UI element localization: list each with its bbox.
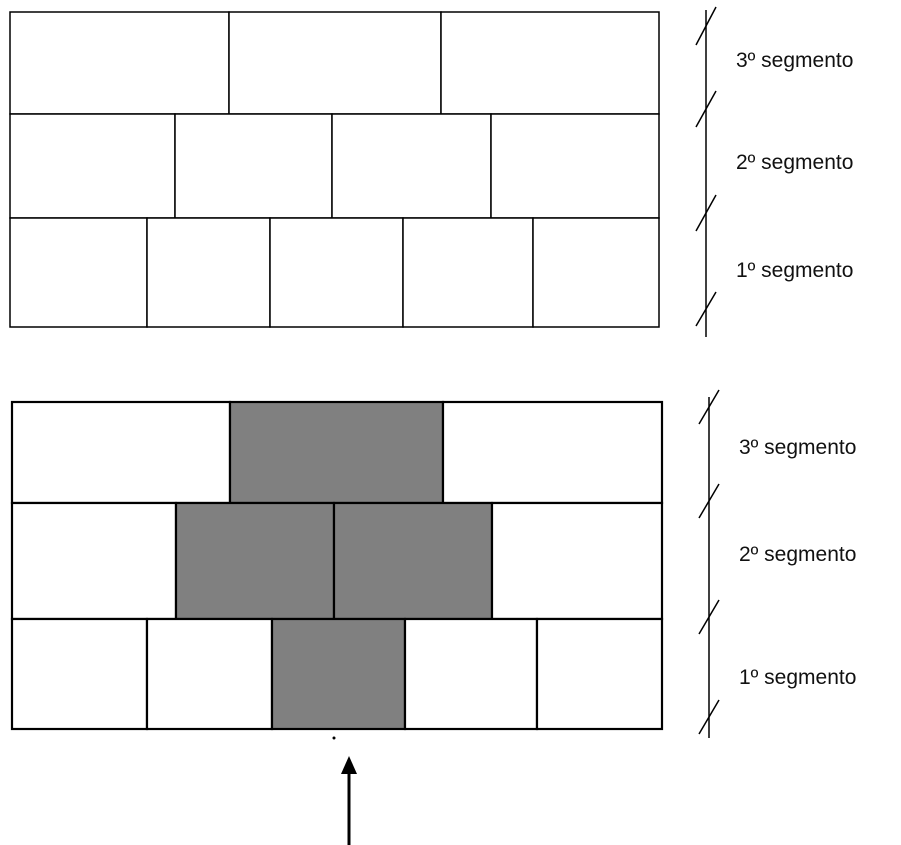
bottom-panel: 3º segmento 2º segmento 1º segmento <box>10 389 856 738</box>
bottom-tick-mark <box>698 389 720 425</box>
top-brick-grid <box>9 11 660 328</box>
top-panel: 3º segmento 2º segmento 1º segmento <box>9 6 853 337</box>
top-tick-mark <box>695 90 717 128</box>
top-block-row2-col1 <box>9 113 176 219</box>
bottom-block-row1-col2-shaded <box>228 400 445 505</box>
top-block-row2-col2 <box>174 113 333 219</box>
bottom-label-segment-3: 3º segmento <box>739 436 856 459</box>
top-block-row3-col2 <box>146 217 271 328</box>
top-block-row3-col1 <box>9 217 148 328</box>
center-point-marker <box>332 736 336 740</box>
bottom-block-row3-col3-shaded <box>270 617 407 731</box>
bottom-label-segment-2: 2º segmento <box>739 543 856 566</box>
top-block-row2-col3 <box>331 113 492 219</box>
top-label-segment-2: 2º segmento <box>736 151 853 174</box>
top-block-row1-col2 <box>228 11 442 115</box>
bottom-brick-grid <box>10 400 664 731</box>
bottom-block-row2-col1 <box>10 501 178 621</box>
top-block-row1-col3 <box>440 11 660 115</box>
bottom-block-row3-col5 <box>535 617 664 731</box>
bottom-block-row3-col4 <box>403 617 539 731</box>
bottom-tick-mark <box>698 699 720 735</box>
bottom-tick-mark <box>698 483 720 519</box>
bottom-block-row1-col1 <box>10 400 232 505</box>
top-block-row3-col5 <box>532 217 660 328</box>
top-tick-mark <box>695 194 717 232</box>
bottom-block-row3-col2 <box>145 617 274 731</box>
top-label-segment-1: 1º segmento <box>736 259 853 282</box>
top-dimension-line <box>695 6 717 337</box>
top-tick-mark <box>695 6 717 46</box>
bottom-block-row2-col2-shaded <box>174 501 336 621</box>
bottom-block-row2-col4 <box>490 501 664 621</box>
top-block-row2-col4 <box>490 113 660 219</box>
bottom-block-row2-col3-shaded <box>332 501 494 621</box>
top-tick-mark <box>695 291 717 327</box>
bottom-block-row1-col3 <box>441 400 664 505</box>
bottom-label-segment-1: 1º segmento <box>739 666 856 689</box>
bottom-block-row3-col1 <box>10 617 149 731</box>
top-block-row3-col3 <box>269 217 404 328</box>
bottom-tick-mark <box>698 599 720 635</box>
up-arrow-icon <box>341 756 357 845</box>
top-label-segment-3: 3º segmento <box>736 49 853 72</box>
bottom-dimension-line <box>698 389 720 738</box>
top-block-row3-col4 <box>402 217 534 328</box>
top-block-row1-col1 <box>9 11 230 115</box>
